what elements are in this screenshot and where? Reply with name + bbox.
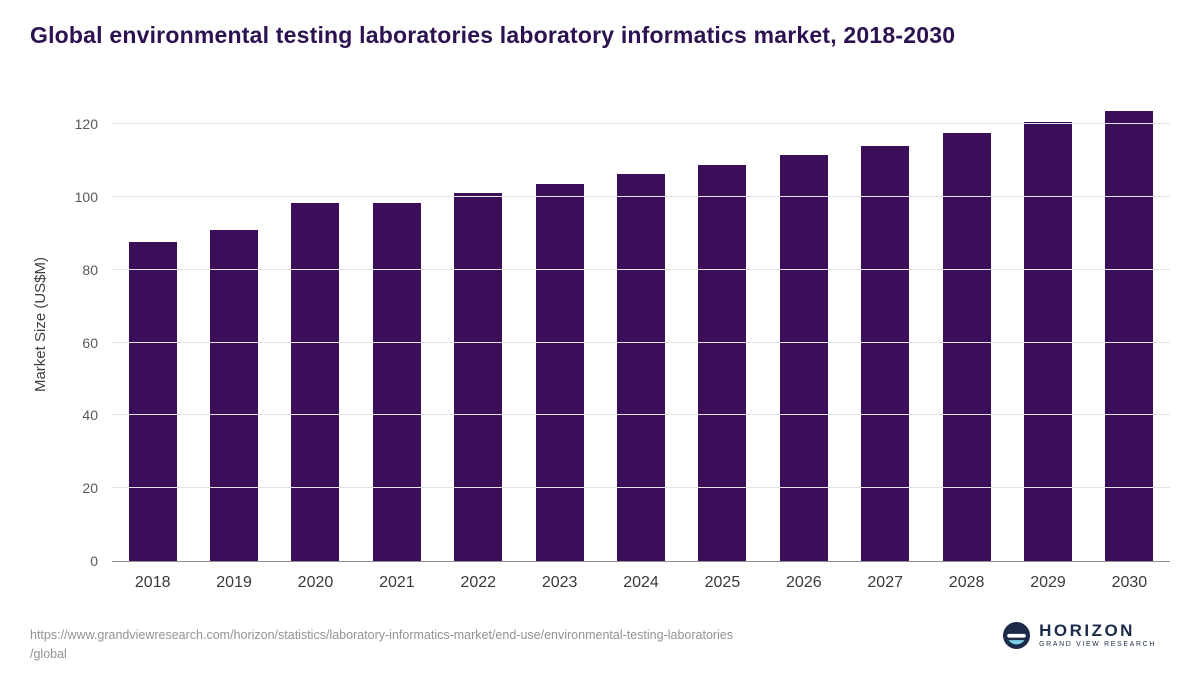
gridline: [112, 341, 1170, 343]
bar-slot: [682, 88, 763, 561]
bar-slot: [600, 88, 681, 561]
gridline: [112, 487, 1170, 489]
bar-chart: Market Size (US$M) 0 20 40 60 80 100 120 2018 2…: [30, 88, 1170, 600]
bar-2020: [291, 202, 340, 561]
bar-2021: [372, 202, 421, 561]
source-url-line1: https://www.grandviewresearch.com/horizo…: [30, 628, 734, 642]
x-tick-label: 2020: [297, 574, 334, 591]
bar-2027: [861, 146, 910, 561]
bar-2026: [779, 155, 828, 561]
x-tick-label: 2024: [623, 574, 659, 591]
x-labels: 2018 2019 2020 2021 2022 2023 2024 2025 2026 2027…: [112, 562, 1170, 592]
bar-slot: [926, 88, 1007, 561]
x-tick-label: 2018: [134, 574, 171, 591]
y-axis-title: Market Size (US$M): [32, 256, 49, 393]
y-tick-label: 0: [90, 553, 98, 569]
bar-slot: [845, 88, 926, 561]
bar-2023: [535, 184, 584, 561]
bar-2024: [617, 174, 666, 561]
y-tick-label: 100: [74, 189, 98, 206]
source-url: https://www.grandviewresearch.com/horizo…: [30, 626, 733, 664]
bar-slot: [438, 88, 519, 561]
x-tick-label: 2030: [1111, 574, 1148, 591]
source-url-line2: /global: [30, 646, 67, 661]
x-tick-label: 2025: [704, 574, 741, 591]
y-tick-label: 80: [82, 261, 98, 278]
plot-area: 0 20 40 60 80 100 120: [75, 88, 1170, 569]
horizon-logo-text: HORIZON GRAND VIEW RESEARCH: [1039, 622, 1156, 649]
bar-slot: [356, 88, 437, 561]
horizon-logo: HORIZON GRAND VIEW RESEARCH: [1003, 622, 1156, 649]
bar-slot: [519, 88, 600, 561]
x-tick-label: 2019: [216, 574, 252, 591]
y-tick-label: 60: [82, 334, 98, 351]
bar-slot: [1089, 88, 1170, 561]
bar-2022: [454, 193, 503, 561]
bar-slot: [112, 88, 193, 561]
bar-slot: [763, 88, 844, 561]
x-tick-label: 2023: [541, 574, 578, 591]
bar-2025: [698, 165, 747, 561]
bar-2018: [128, 242, 177, 561]
x-tick-label: 2021: [379, 574, 415, 591]
horizon-logo-subtitle: GRAND VIEW RESEARCH: [1039, 641, 1156, 649]
y-tick-label: 20: [82, 480, 98, 497]
x-tick-label: 2028: [948, 574, 985, 591]
y-tick-label: 40: [82, 407, 98, 424]
gridline: [112, 268, 1170, 270]
bar-2030: [1105, 111, 1154, 561]
bar-slot: [275, 88, 356, 561]
bar-2028: [942, 133, 991, 561]
y-tick-label: 120: [74, 116, 98, 133]
gridline: [112, 196, 1170, 198]
bar-2019: [210, 229, 259, 561]
bar-slot: [193, 88, 274, 561]
bar-slot: [1007, 88, 1088, 561]
horizon-logo-icon: [1003, 622, 1031, 649]
bars: [112, 88, 1170, 561]
gridline: [112, 414, 1170, 416]
page-title: Global environmental testing laboratorie…: [30, 22, 956, 48]
x-tick-label: 2029: [1030, 574, 1066, 591]
gridline: [112, 123, 1170, 125]
x-tick-label: 2026: [786, 574, 822, 591]
x-tick-label: 2022: [460, 574, 497, 591]
x-tick-label: 2027: [867, 574, 903, 591]
horizon-logo-name: HORIZON: [1039, 621, 1135, 641]
